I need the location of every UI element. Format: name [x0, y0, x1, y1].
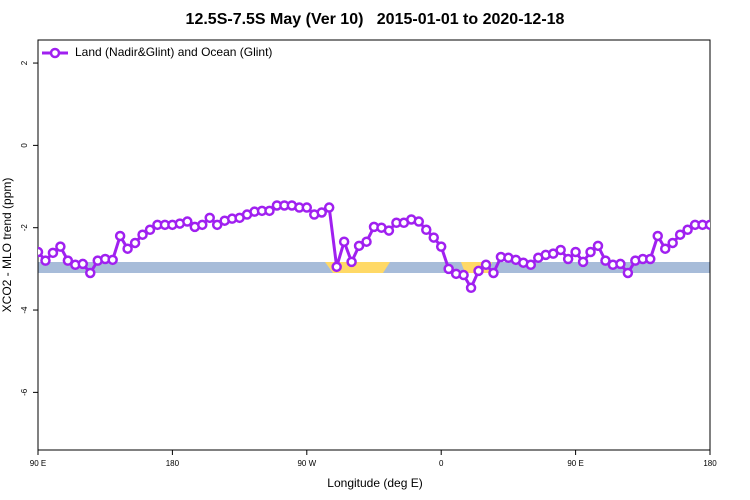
data-point — [458, 269, 469, 281]
data-point — [465, 282, 477, 294]
data-point — [204, 212, 215, 224]
x-tick-label: 90 E — [567, 459, 583, 468]
data-point — [435, 241, 447, 252]
data-point — [144, 224, 156, 236]
data-point — [301, 202, 313, 213]
data-point — [570, 246, 581, 258]
series-line — [38, 203, 710, 292]
y-tick-label: -4 — [20, 306, 29, 314]
data-point — [562, 253, 574, 265]
data-point — [615, 258, 626, 270]
x-tick-label: 90 E — [30, 459, 46, 468]
data-point — [107, 254, 118, 266]
data-point — [353, 240, 365, 252]
x-tick-label: 0 — [439, 459, 444, 468]
data-point — [361, 236, 372, 247]
y-tick-label: 2 — [20, 60, 29, 65]
data-point — [264, 205, 275, 217]
x-tick-label: 90 W — [297, 459, 316, 468]
plot-frame — [37, 39, 711, 451]
plot-area — [38, 200, 710, 294]
data-point — [421, 224, 432, 236]
data-point — [114, 230, 126, 242]
x-tick-label: 180 — [703, 459, 717, 468]
data-point — [622, 267, 634, 279]
data-point — [525, 259, 537, 271]
legend-marker — [49, 47, 61, 59]
data-point — [383, 225, 395, 236]
y-tick-label: 0 — [20, 143, 29, 148]
y-tick-label: -2 — [20, 224, 29, 232]
data-point — [480, 259, 492, 271]
x-axis-label: Longitude (deg E) — [327, 476, 422, 490]
data-point — [211, 219, 223, 231]
data-point — [473, 265, 484, 277]
data-point — [55, 241, 66, 252]
data-point — [346, 256, 357, 268]
y-tick-label: -6 — [20, 388, 29, 396]
data-point — [443, 263, 454, 275]
data-point — [85, 267, 96, 279]
data-point — [122, 243, 133, 254]
data-point — [137, 229, 148, 240]
data-point — [645, 253, 656, 265]
data-point — [704, 219, 710, 231]
data-point — [600, 255, 611, 266]
data-point — [129, 237, 141, 249]
data-point — [428, 232, 439, 243]
data-point — [667, 237, 678, 249]
data-point — [331, 261, 342, 273]
data-point — [577, 256, 589, 268]
chart-title: 12.5S-7.5S May (Ver 10) 2015-01-01 to 20… — [186, 11, 565, 28]
x-tick-label: 180 — [166, 459, 180, 468]
data-point — [682, 224, 693, 236]
data-point — [182, 216, 193, 227]
y-axis-label: XCO2 - MLO trend (ppm) — [0, 178, 14, 313]
data-point — [40, 255, 51, 266]
data-point — [197, 219, 208, 231]
data-point — [47, 247, 59, 259]
data-point — [323, 202, 335, 213]
data-point — [77, 258, 89, 270]
data-point — [674, 229, 686, 240]
data-point — [338, 236, 350, 247]
data-point — [585, 246, 596, 258]
data-point — [316, 207, 327, 218]
data-point — [488, 267, 499, 279]
data-point — [652, 230, 663, 242]
data-point — [38, 246, 44, 258]
data-point — [413, 216, 425, 227]
data-point — [592, 240, 604, 252]
legend-label: Land (Nadir&Glint) and Ocean (Glint) — [75, 45, 272, 59]
data-point — [659, 243, 671, 254]
data-point — [62, 255, 74, 266]
data-point — [555, 244, 566, 256]
